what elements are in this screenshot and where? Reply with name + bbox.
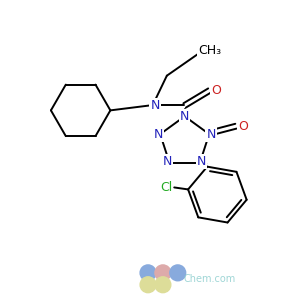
- Circle shape: [155, 265, 171, 281]
- Text: N: N: [206, 128, 216, 141]
- Text: O: O: [238, 120, 248, 133]
- Text: N: N: [163, 155, 172, 168]
- Text: O: O: [212, 84, 221, 97]
- Text: N: N: [197, 155, 206, 168]
- Text: N: N: [154, 128, 163, 141]
- Text: N: N: [150, 99, 160, 112]
- Text: CH₃: CH₃: [198, 44, 221, 57]
- Circle shape: [140, 277, 156, 293]
- Text: N: N: [197, 155, 206, 168]
- Circle shape: [155, 277, 171, 293]
- Circle shape: [170, 265, 186, 281]
- Circle shape: [140, 265, 156, 281]
- Text: Cl: Cl: [160, 181, 172, 194]
- Text: N: N: [180, 110, 189, 123]
- Text: Chem.com: Chem.com: [183, 274, 236, 284]
